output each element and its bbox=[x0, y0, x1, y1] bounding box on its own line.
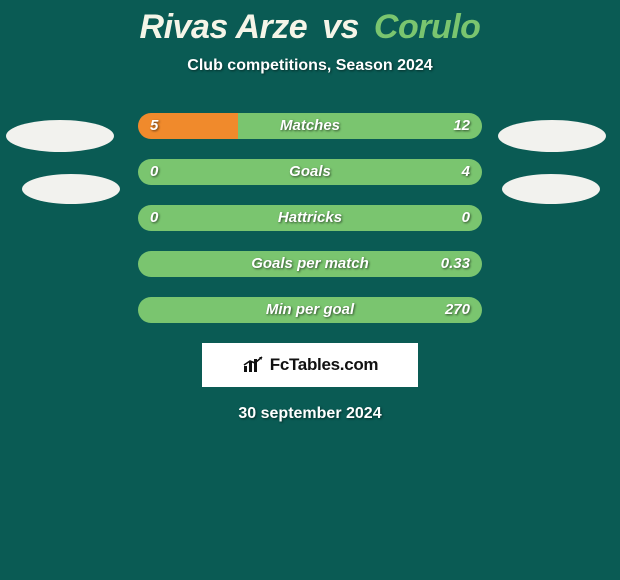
stat-row: 04Goals bbox=[138, 159, 482, 185]
subtitle: Club competitions, Season 2024 bbox=[0, 57, 620, 75]
stat-label: Min per goal bbox=[138, 297, 482, 323]
stat-row: 512Matches bbox=[138, 113, 482, 139]
stat-row: 0.33Goals per match bbox=[138, 251, 482, 277]
comparison-card: Rivas Arze vs Corulo Club competitions, … bbox=[0, 0, 620, 580]
stat-row: 270Min per goal bbox=[138, 297, 482, 323]
avatar-placeholder bbox=[498, 120, 606, 152]
stat-label: Goals per match bbox=[138, 251, 482, 277]
avatar-placeholder bbox=[502, 174, 600, 204]
page-title: Rivas Arze vs Corulo bbox=[0, 0, 620, 47]
stat-label: Hattricks bbox=[138, 205, 482, 231]
stat-label: Goals bbox=[138, 159, 482, 185]
title-player1: Rivas Arze bbox=[140, 8, 308, 46]
title-player2: Corulo bbox=[374, 8, 481, 46]
avatar-placeholder bbox=[22, 174, 120, 204]
chart-icon bbox=[242, 356, 264, 374]
date-line: 30 september 2024 bbox=[0, 405, 620, 423]
stat-row: 00Hattricks bbox=[138, 205, 482, 231]
stat-bars: 512Matches 04Goals 00Hattricks 0.33Goals pe… bbox=[138, 113, 482, 323]
stat-label: Matches bbox=[138, 113, 482, 139]
brand-badge: FcTables.com bbox=[202, 343, 418, 387]
title-vs: vs bbox=[322, 8, 359, 46]
avatar-placeholder bbox=[6, 120, 114, 152]
brand-text: FcTables.com bbox=[270, 355, 379, 375]
